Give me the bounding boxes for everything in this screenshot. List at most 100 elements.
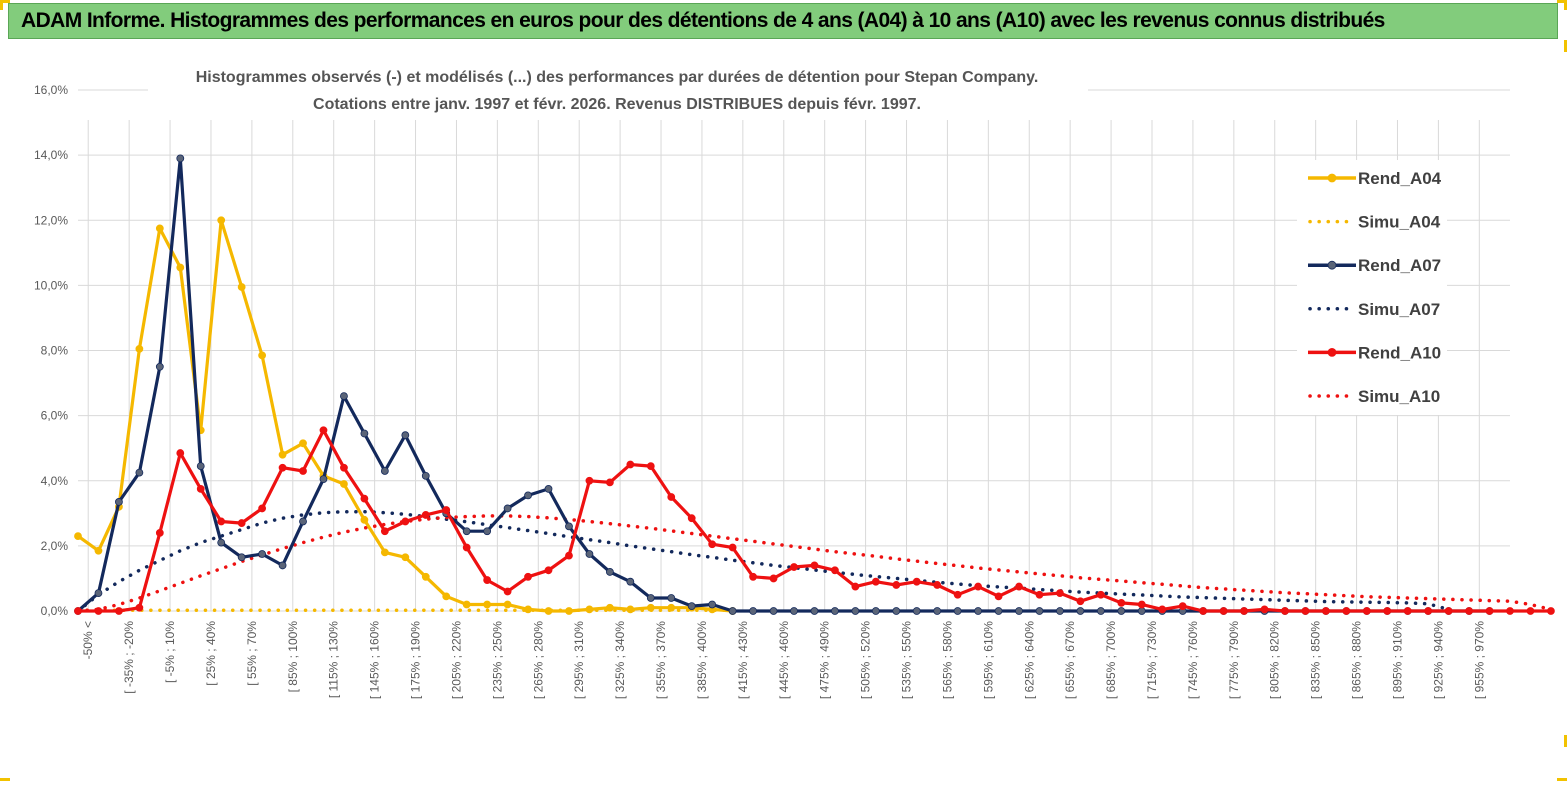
data-point-rend-a10 <box>953 590 962 599</box>
corner-mark-right-low <box>1564 735 1567 747</box>
x-tick-label: [ 55% ; 70% <box>245 621 259 686</box>
y-tick-label: 12,0% <box>34 213 68 227</box>
data-point-rend-a07 <box>1117 607 1126 615</box>
page-title: ADAM Informe. Histogrammes des performan… <box>21 9 1385 32</box>
x-tick-label: [ -5% ; 10% <box>163 621 177 683</box>
data-point-rend-a10 <box>1260 605 1269 614</box>
data-point-rend-a07 <box>933 607 942 615</box>
corner-mark-top-left <box>0 0 10 3</box>
x-tick-label: [ 325% ; 340% <box>613 621 627 699</box>
data-point-rend-a04 <box>626 605 635 614</box>
data-point-rend-a07 <box>544 484 553 493</box>
data-point-rend-a10 <box>626 460 635 469</box>
legend: Rend_A04 Simu_A04 Rend_A07 Simu_A07 Rend_A10… <box>1308 169 1442 406</box>
data-point-rend-a07 <box>319 475 328 484</box>
y-tick-label: 0,0% <box>41 604 69 618</box>
data-point-rend-a07 <box>421 471 430 480</box>
x-tick-label: [ 25% ; 40% <box>204 621 218 686</box>
data-point-rend-a07 <box>810 607 819 615</box>
data-point-rend-a07 <box>687 602 696 611</box>
data-point-rend-a10 <box>994 592 1003 601</box>
data-point-rend-a10 <box>892 581 901 589</box>
data-point-rend-a07 <box>1056 607 1064 615</box>
legend-marker-rend-a07 <box>1327 260 1337 270</box>
y-tick-label: 14,0% <box>34 148 68 162</box>
data-point-rend-a10 <box>462 543 471 552</box>
x-axis: -50% < [ -35% ; -20% [ -5% ; 10% [ 25% ; 40… <box>81 621 1486 699</box>
data-point-rend-a10 <box>196 484 205 493</box>
data-point-rend-a07 <box>115 498 123 506</box>
x-tick-label: [ 655% ; 670% <box>1063 621 1077 699</box>
data-point-rend-a10 <box>524 572 532 581</box>
data-point-rend-a07 <box>1015 607 1023 615</box>
data-point-rend-a10 <box>544 566 553 575</box>
x-tick-label: [ 595% ; 610% <box>981 621 995 699</box>
data-point-rend-a10 <box>217 517 226 526</box>
data-point-rend-a10 <box>503 587 512 596</box>
data-point-rend-a07 <box>237 553 246 562</box>
data-point-rend-a10 <box>831 566 839 575</box>
data-point-rend-a10 <box>1096 590 1105 599</box>
data-point-rend-a07 <box>892 607 901 615</box>
data-point-rend-a10 <box>851 582 860 591</box>
legend-label-rend-a04: Rend_A04 <box>1358 169 1442 188</box>
data-point-rend-a07 <box>1076 607 1085 615</box>
x-tick-label: [ 265% ; 280% <box>531 621 545 699</box>
x-tick-label: [ 925% ; 940% <box>1431 621 1445 699</box>
y-axis: 0,0% 2,0% 4,0% 6,0% 8,0% 10,0% 12,0% 14,0% 16,0% <box>34 83 68 618</box>
data-point-rend-a07 <box>1035 607 1044 615</box>
x-tick-label: [ 535% ; 550% <box>900 621 914 699</box>
x-tick-label: [ 235% ; 250% <box>490 621 504 699</box>
data-point-rend-a10 <box>933 581 942 589</box>
data-point-rend-a10 <box>1485 607 1494 615</box>
data-point-rend-a10 <box>1076 597 1085 606</box>
data-point-rend-a10 <box>769 574 778 583</box>
x-tick-label: [ -35% ; -20% <box>122 621 136 694</box>
data-point-rend-a07 <box>401 431 410 440</box>
data-point-rend-a10 <box>74 607 82 615</box>
data-point-rend-a04 <box>176 263 185 272</box>
data-point-rend-a10 <box>1240 607 1248 615</box>
chart-title-line-2: Cotations entre janv. 1997 et févr. 2026… <box>313 96 921 113</box>
data-point-rend-a10 <box>1342 607 1351 615</box>
data-point-rend-a10 <box>115 607 123 615</box>
legend-background <box>1297 160 1447 415</box>
data-point-rend-a10 <box>258 504 267 513</box>
data-point-rend-a04 <box>421 572 430 581</box>
data-point-rend-a10 <box>483 576 492 584</box>
corner-mark-top-right <box>1557 0 1567 3</box>
data-point-rend-a07 <box>646 594 655 602</box>
legend-marker-rend-a04 <box>1327 173 1337 183</box>
data-point-rend-a10 <box>1056 589 1064 597</box>
data-point-rend-a10 <box>790 563 798 571</box>
data-point-rend-a07 <box>605 568 614 576</box>
data-point-rend-a10 <box>1178 602 1187 611</box>
y-tick-label: 2,0% <box>41 539 69 553</box>
x-tick-label: [ 715% ; 730% <box>1145 621 1159 699</box>
data-point-rend-a10 <box>340 463 348 472</box>
data-point-rend-a07 <box>278 561 287 570</box>
data-point-rend-a07 <box>912 607 921 615</box>
corner-mark-top-right-v <box>1564 0 1567 10</box>
x-tick-label: [ 895% ; 910% <box>1390 621 1404 699</box>
data-point-rend-a07 <box>135 468 144 477</box>
data-point-rend-a10 <box>646 462 655 470</box>
data-point-rend-a07 <box>626 577 635 586</box>
data-point-rend-a04 <box>442 592 451 601</box>
data-point-rend-a07 <box>728 607 737 615</box>
title-banner: ADAM Informe. Histogrammes des performan… <box>8 3 1558 39</box>
data-point-rend-a07 <box>217 538 226 547</box>
data-point-rend-a07 <box>831 607 839 615</box>
data-point-rend-a07 <box>974 607 983 615</box>
legend-label-simu-a07: Simu_A07 <box>1358 300 1440 319</box>
x-tick-label: [ 775% ; 790% <box>1227 621 1241 699</box>
data-point-rend-a07 <box>176 154 185 163</box>
data-point-rend-a10 <box>155 528 164 537</box>
data-point-rend-a07 <box>340 392 348 400</box>
data-point-rend-a10 <box>912 577 921 586</box>
data-point-rend-a07 <box>708 600 717 609</box>
x-tick-label: [ 745% ; 760% <box>1186 621 1200 699</box>
x-tick-label: [ 955% ; 970% <box>1472 621 1486 699</box>
